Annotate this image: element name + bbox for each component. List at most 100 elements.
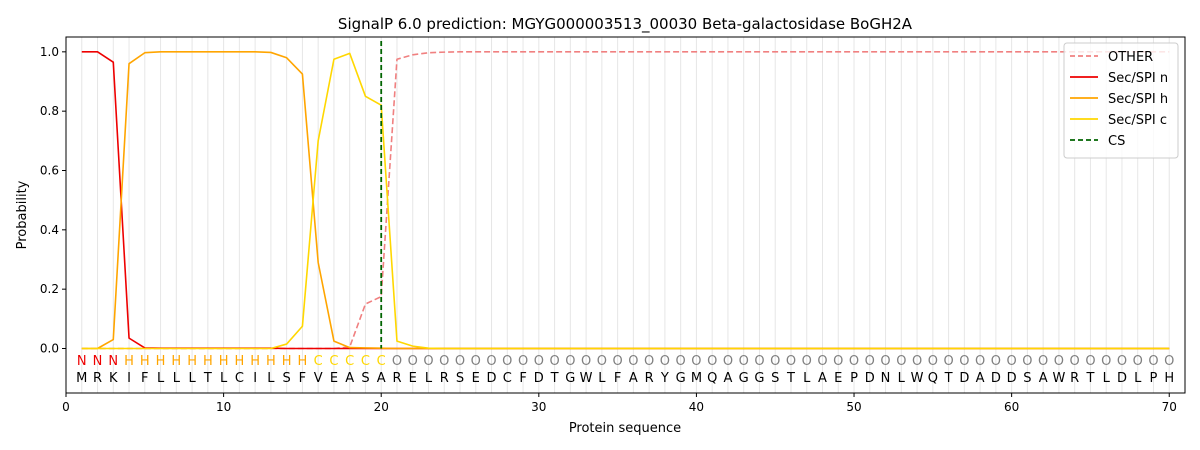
state-label: O [959, 354, 969, 369]
state-label: N [77, 354, 87, 369]
residue-label: S [771, 371, 779, 386]
residue-label: R [392, 371, 401, 386]
residue-label: F [299, 371, 306, 386]
state-label: O [471, 354, 481, 369]
residue-label: N [881, 371, 891, 386]
series-line-sec-spi-c [81, 52, 1170, 350]
state-label: O [502, 354, 512, 369]
residue-label: F [614, 371, 621, 386]
legend-box [1063, 42, 1179, 159]
state-label: O [1164, 354, 1174, 369]
residue-label: A [629, 371, 638, 386]
state-label: H [140, 354, 150, 369]
x-tick-label: 10 [216, 400, 231, 414]
state-label: C [329, 354, 338, 369]
state-label: O [786, 354, 796, 369]
residue-label: L [598, 371, 606, 386]
x-tick-label: 30 [531, 400, 546, 414]
state-label: C [314, 354, 323, 369]
y-axis-label: Probability [15, 180, 30, 249]
x-tick-label: 50 [846, 400, 861, 414]
state-label: O [880, 354, 890, 369]
residue-label: R [93, 371, 102, 386]
x-tick-label: 60 [1004, 400, 1019, 414]
residue-label: A [1039, 371, 1048, 386]
state-label: N [108, 354, 118, 369]
residue-label: Y [660, 371, 669, 386]
state-label: O [1101, 354, 1111, 369]
axes: 0 10 20 30 40 50 60 70 0.0 0.2 0.4 0.6 0.8 1.0 [40, 45, 1177, 414]
state-label: O [392, 354, 402, 369]
residue-label: S [283, 371, 291, 386]
state-label: O [597, 354, 607, 369]
residue-label: D [865, 371, 875, 386]
state-label: H [266, 354, 276, 369]
state-label: O [849, 354, 859, 369]
x-axis-label: Protein sequence [569, 421, 681, 436]
state-label: O [943, 354, 953, 369]
state-label: O [896, 354, 906, 369]
state-label: C [345, 354, 354, 369]
residue-label: D [534, 371, 544, 386]
state-label: O [549, 354, 559, 369]
residue-label: A [818, 371, 827, 386]
state-label: H [187, 354, 197, 369]
state-label: O [439, 354, 449, 369]
residue-label: D [1117, 371, 1127, 386]
residue-label: I [253, 371, 257, 386]
legend-label: Sec/SPI c [1108, 113, 1167, 128]
state-label: C [361, 354, 370, 369]
residue-label: E [330, 371, 338, 386]
state-label: O [581, 354, 591, 369]
residue-label: L [803, 371, 811, 386]
state-label: O [613, 354, 623, 369]
residue-label: I [127, 371, 131, 386]
residue-label: T [786, 371, 795, 386]
state-label: H [171, 354, 181, 369]
residue-label: T [550, 371, 559, 386]
residue-label: T [203, 371, 212, 386]
state-label: O [817, 354, 827, 369]
residue-label: E [472, 371, 480, 386]
residue-label: F [519, 371, 526, 386]
state-label: O [1038, 354, 1048, 369]
state-label: O [534, 354, 544, 369]
state-label: H [219, 354, 229, 369]
plot-frame [65, 36, 1186, 394]
state-label: O [1007, 354, 1017, 369]
state-label: O [975, 354, 985, 369]
residue-label: F [141, 371, 148, 386]
state-label: H [298, 354, 308, 369]
residue-label: R [645, 371, 654, 386]
residue-label: D [959, 371, 969, 386]
residue-label: S [1023, 371, 1031, 386]
residue-label: G [739, 371, 749, 386]
state-label: H [250, 354, 260, 369]
residue-label: L [1134, 371, 1142, 386]
state-label: O [565, 354, 575, 369]
residue-label: T [1085, 371, 1094, 386]
state-label: O [423, 354, 433, 369]
state-label: O [707, 354, 717, 369]
residue-label: S [361, 371, 369, 386]
state-label: O [628, 354, 638, 369]
legend-label: CS [1108, 134, 1125, 149]
residue-label: A [976, 371, 985, 386]
residue-label: D [487, 371, 497, 386]
series-lines [81, 41, 1170, 350]
state-label: O [644, 354, 654, 369]
residue-label: P [1150, 371, 1158, 386]
residue-label: L [173, 371, 181, 386]
residue-label: G [754, 371, 764, 386]
state-label: O [754, 354, 764, 369]
state-label: O [1022, 354, 1032, 369]
y-tick-label: 1.0 [40, 45, 59, 59]
x-tick-label: 20 [374, 400, 389, 414]
state-label: H [124, 354, 134, 369]
residue-label: G [676, 371, 686, 386]
residue-label: V [314, 371, 323, 386]
residue-label: D [991, 371, 1001, 386]
residue-label: G [565, 371, 575, 386]
residue-label: L [898, 371, 906, 386]
